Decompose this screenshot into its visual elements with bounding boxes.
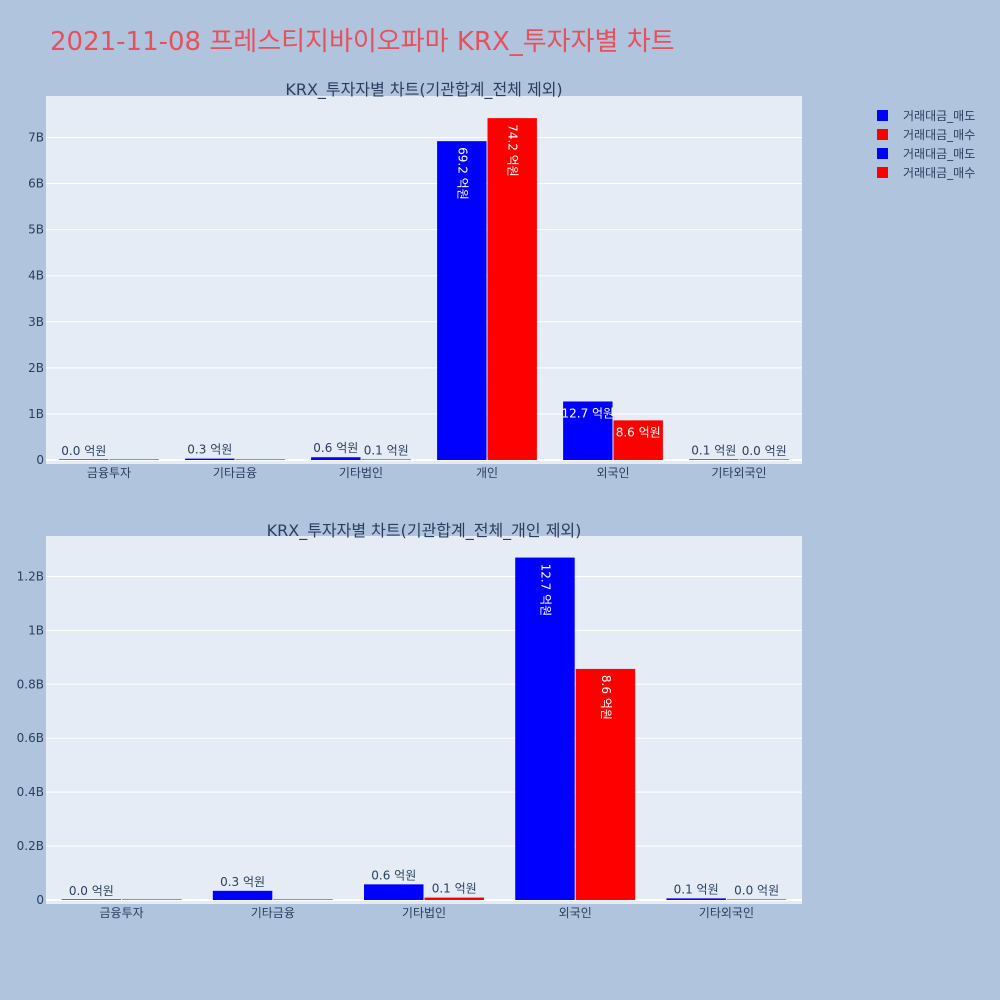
y-tick-label: 0.2B bbox=[17, 839, 44, 853]
data-label: 69.2 억원 bbox=[455, 147, 469, 200]
bar bbox=[311, 457, 361, 460]
legend-swatch bbox=[877, 110, 888, 121]
y-tick-label: 2B bbox=[28, 361, 44, 375]
bar bbox=[364, 884, 424, 900]
data-label: 0.0 억원 bbox=[742, 444, 787, 458]
data-label: 12.7 억원 bbox=[561, 406, 614, 420]
x-tick-label: 외국인 bbox=[596, 466, 629, 480]
chart-bottom: KRX_투자자별 차트(기관합계_전체_개인 제외) 0 0.2B 0.4B 0.6B 0… bbox=[17, 521, 802, 920]
bar bbox=[613, 420, 663, 460]
x-tick-label: 금융투자 bbox=[87, 466, 131, 480]
y-tick-label: 1.2B bbox=[17, 569, 44, 583]
legend-label: 거래대금_매수 bbox=[903, 128, 975, 142]
y-tick-label: 1B bbox=[28, 623, 44, 637]
legend-label: 거래대금_매도 bbox=[903, 147, 975, 161]
bar bbox=[666, 898, 726, 900]
data-label: 0.0 억원 bbox=[61, 444, 106, 458]
legend-swatch bbox=[877, 129, 888, 140]
bar bbox=[726, 899, 787, 900]
y-tick-label: 7B bbox=[28, 130, 44, 144]
x-tick-label: 기타외국인 bbox=[699, 906, 754, 920]
bar bbox=[109, 459, 159, 460]
legend-swatch bbox=[877, 148, 888, 159]
x-tick-label: 개인 bbox=[476, 466, 498, 480]
chart-title: KRX_투자자별 차트(기관합계_전체 제외) bbox=[285, 80, 562, 100]
x-tick-label: 기타외국인 bbox=[711, 466, 766, 480]
page-title: 2021-11-08 프레스티지바이오파마 KRX_투자자별 차트 bbox=[50, 27, 675, 57]
data-label: 0.1 억원 bbox=[364, 444, 409, 458]
bar bbox=[273, 899, 333, 900]
bar bbox=[235, 459, 285, 460]
data-label: 8.6 억원 bbox=[616, 425, 661, 439]
y-tick-label: 1B bbox=[28, 407, 44, 421]
x-tick-label: 금융투자 bbox=[100, 906, 144, 920]
y-tick-label: 5B bbox=[28, 223, 44, 237]
plot-area bbox=[46, 536, 802, 904]
y-tick-label: 3B bbox=[28, 315, 44, 329]
data-label: 0.1 억원 bbox=[432, 882, 477, 896]
bar bbox=[424, 897, 484, 900]
x-tick-label: 외국인 bbox=[559, 906, 592, 920]
bar bbox=[122, 899, 182, 900]
x-tick-label: 기타금융 bbox=[251, 906, 295, 920]
bar bbox=[739, 459, 789, 460]
y-tick-label: 0 bbox=[36, 453, 44, 467]
data-label: 0.6 억원 bbox=[313, 441, 358, 455]
y-tick-label: 6B bbox=[28, 177, 44, 191]
data-label: 74.2 억원 bbox=[506, 124, 520, 177]
x-tick-label: 기타금융 bbox=[213, 466, 257, 480]
chart-title: KRX_투자자별 차트(기관합계_전체_개인 제외) bbox=[267, 521, 582, 541]
data-label: 12.7 억원 bbox=[538, 564, 552, 617]
y-tick-label: 0.8B bbox=[17, 677, 44, 691]
x-tick-label: 기타법인 bbox=[402, 906, 446, 920]
legend-label: 거래대금_매수 bbox=[903, 166, 975, 180]
data-label: 0.3 억원 bbox=[220, 875, 265, 889]
y-tick-label: 0.6B bbox=[17, 731, 44, 745]
y-tick-label: 4B bbox=[28, 269, 44, 283]
y-tick-label: 0.4B bbox=[17, 785, 44, 799]
bar bbox=[61, 899, 122, 900]
legend-swatch bbox=[877, 167, 888, 178]
data-label: 0.0 억원 bbox=[734, 883, 779, 897]
x-tick-label: 기타법인 bbox=[339, 466, 383, 480]
bar bbox=[212, 890, 273, 900]
bar bbox=[515, 557, 575, 900]
bar bbox=[59, 459, 109, 460]
bar bbox=[361, 459, 411, 460]
data-label: 0.0 억원 bbox=[69, 884, 114, 898]
plot-area bbox=[46, 96, 802, 464]
y-tick-label: 0 bbox=[36, 893, 44, 907]
data-label: 0.3 억원 bbox=[187, 443, 232, 457]
legend-label: 거래대금_매도 bbox=[903, 109, 975, 123]
bar bbox=[185, 458, 235, 460]
bar bbox=[563, 401, 613, 460]
bar bbox=[437, 141, 487, 461]
bar bbox=[487, 118, 537, 460]
data-label: 0.1 억원 bbox=[691, 444, 736, 458]
bar bbox=[575, 668, 636, 900]
bar bbox=[689, 459, 739, 460]
data-label: 8.6 억원 bbox=[599, 675, 613, 720]
chart-top: KRX_투자자별 차트(기관합계_전체 제외) 0 1B 2B 3B 4B 5B 6B 7B 금융… bbox=[28, 80, 802, 480]
data-label: 0.1 억원 bbox=[674, 882, 719, 896]
data-label: 0.6 억원 bbox=[371, 868, 416, 882]
